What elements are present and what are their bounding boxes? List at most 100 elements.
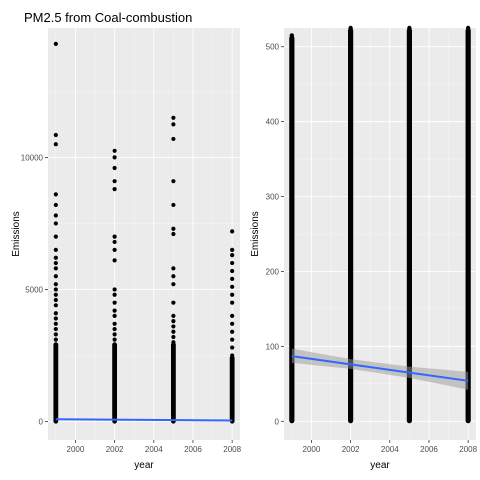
data-point bbox=[348, 219, 353, 224]
data-point bbox=[112, 332, 117, 337]
y-tick-label: 0 bbox=[275, 417, 280, 426]
data-point bbox=[230, 247, 235, 252]
panel-right: 0 100 200 300 400 500 2000 2002 2004 2006 2008 ye… bbox=[250, 25, 478, 471]
data-point bbox=[465, 214, 471, 220]
panel-background bbox=[48, 28, 240, 440]
data-point bbox=[407, 181, 412, 186]
data-point bbox=[53, 274, 58, 279]
data-point bbox=[230, 345, 235, 350]
data-point bbox=[112, 287, 117, 292]
data-point bbox=[348, 193, 353, 199]
data-point bbox=[407, 151, 412, 157]
data-point bbox=[289, 411, 295, 416]
data-point bbox=[465, 391, 471, 396]
data-point bbox=[465, 101, 471, 106]
data-point bbox=[289, 121, 295, 126]
data-point bbox=[465, 223, 471, 228]
data-point bbox=[465, 324, 471, 329]
data-point bbox=[289, 386, 295, 391]
data-point bbox=[289, 339, 295, 345]
data-point bbox=[465, 30, 471, 35]
data-point bbox=[348, 172, 353, 178]
data-point bbox=[289, 142, 295, 147]
data-point bbox=[230, 292, 235, 297]
data-point bbox=[289, 344, 295, 349]
data-point bbox=[289, 138, 295, 143]
data-point bbox=[407, 59, 412, 64]
data-point bbox=[465, 357, 471, 362]
data-point bbox=[289, 402, 295, 408]
data-point bbox=[289, 129, 295, 135]
data-point bbox=[289, 251, 295, 257]
data-point bbox=[407, 265, 412, 270]
data-point bbox=[289, 289, 295, 294]
data-point bbox=[465, 177, 471, 182]
data-point bbox=[171, 329, 176, 334]
data-point bbox=[348, 202, 353, 207]
data-point bbox=[348, 130, 353, 136]
data-point bbox=[465, 231, 471, 236]
data-point bbox=[407, 25, 412, 31]
data-point bbox=[465, 181, 471, 186]
data-point bbox=[465, 265, 471, 270]
data-point bbox=[465, 130, 471, 136]
data-point bbox=[348, 290, 353, 295]
data-point bbox=[407, 210, 412, 215]
data-point bbox=[407, 109, 412, 115]
data-point bbox=[53, 316, 58, 321]
data-point bbox=[348, 198, 353, 203]
data-point bbox=[112, 326, 117, 332]
data-point bbox=[348, 189, 353, 194]
data-point bbox=[407, 143, 412, 148]
data-point bbox=[289, 407, 295, 412]
data-point bbox=[289, 155, 295, 160]
data-point bbox=[289, 96, 295, 101]
data-point bbox=[289, 75, 295, 80]
data-point bbox=[53, 142, 58, 147]
data-point bbox=[289, 281, 295, 286]
data-point bbox=[112, 308, 117, 313]
data-point bbox=[289, 331, 295, 336]
data-point bbox=[348, 151, 353, 157]
data-point bbox=[289, 373, 295, 378]
data-point bbox=[289, 394, 295, 399]
x-tick-label: 2002 bbox=[342, 445, 360, 454]
data-point bbox=[348, 303, 353, 308]
y-axis-title: Emissions bbox=[250, 211, 261, 257]
trend-layer bbox=[291, 348, 469, 390]
data-point bbox=[407, 198, 412, 203]
data-point bbox=[465, 235, 471, 241]
data-point bbox=[53, 303, 58, 308]
data-point bbox=[348, 324, 353, 329]
data-point bbox=[289, 171, 295, 177]
data-point bbox=[465, 256, 471, 262]
data-point bbox=[348, 143, 353, 148]
data-point bbox=[465, 340, 471, 346]
data-point bbox=[465, 135, 471, 140]
data-point bbox=[465, 349, 471, 354]
data-point bbox=[289, 260, 295, 265]
data-point bbox=[348, 408, 353, 413]
data-point bbox=[289, 327, 295, 332]
data-point bbox=[112, 148, 117, 153]
x-tick-label: 2002 bbox=[106, 445, 124, 454]
data-point bbox=[112, 321, 117, 326]
data-point bbox=[465, 88, 471, 94]
data-point bbox=[407, 403, 412, 409]
data-point bbox=[53, 260, 58, 266]
data-point bbox=[289, 377, 295, 383]
data-point bbox=[407, 332, 412, 337]
y-tick-label: 400 bbox=[266, 118, 280, 127]
data-point bbox=[465, 202, 471, 207]
data-point bbox=[465, 160, 471, 165]
data-point bbox=[465, 273, 471, 278]
data-point bbox=[289, 297, 295, 303]
x-tick-label: 2006 bbox=[184, 445, 202, 454]
data-point bbox=[348, 391, 353, 396]
data-point bbox=[289, 33, 295, 38]
data-point bbox=[53, 132, 58, 138]
data-point bbox=[112, 337, 117, 342]
data-point bbox=[289, 293, 295, 299]
data-point bbox=[407, 227, 412, 232]
data-point bbox=[289, 125, 295, 131]
